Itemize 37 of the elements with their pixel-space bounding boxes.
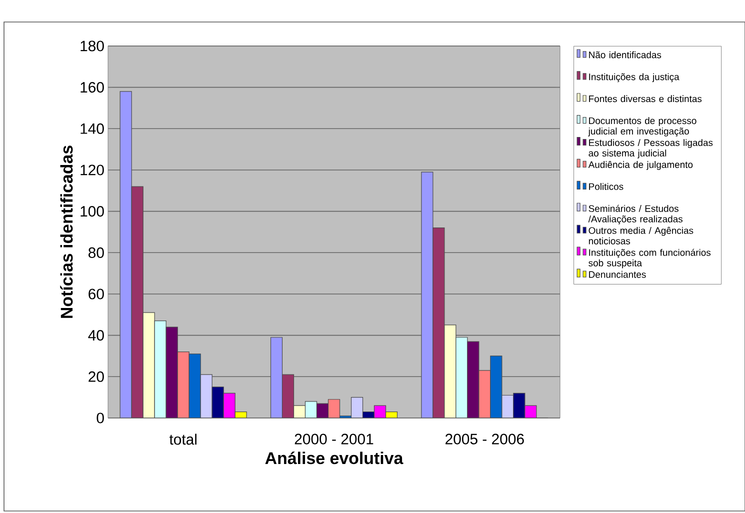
bar xyxy=(421,172,434,418)
legend-label: Politicos xyxy=(589,182,624,190)
legend-label: Fontes diversas e distintas xyxy=(589,95,702,102)
y-tick-label: 80 xyxy=(88,247,104,258)
bar xyxy=(142,312,155,418)
x-tick-label: 2000 - 2001 xyxy=(294,434,374,444)
y-tick-label: 100 xyxy=(80,206,104,217)
legend-label: Audiência de julgamento xyxy=(588,161,693,170)
bar xyxy=(188,354,201,418)
legend-label: Documentos de processo judicial em investigação xyxy=(588,117,696,136)
bar xyxy=(490,356,502,418)
legend-label: Denunciantes xyxy=(589,270,646,278)
y-tick-label: 60 xyxy=(88,288,104,300)
legend-label: Outros media / Agências noticiosas xyxy=(588,226,694,244)
legend-label: Instituições da justiça xyxy=(589,73,680,82)
bar xyxy=(120,91,132,418)
y-tick-label: 20 xyxy=(88,371,104,382)
bar xyxy=(212,386,224,418)
y-tick-label: 140 xyxy=(80,123,104,134)
bar xyxy=(223,392,236,418)
bar xyxy=(467,341,480,418)
y-tick-label: 0 xyxy=(96,412,104,424)
legend-label: Instituições com funcionários sob suspeita xyxy=(588,248,711,268)
y-tick-label: 180 xyxy=(80,40,104,52)
bar xyxy=(270,337,283,418)
legend-label: Estudiosos / Pessoas ligadas ao sistema judicial xyxy=(588,139,713,158)
y-tick-label: 40 xyxy=(88,330,104,341)
x-tick-label: total xyxy=(169,434,196,445)
legend-label: Não identificadas xyxy=(589,51,662,58)
y-tick-label: 120 xyxy=(80,164,104,176)
x-tick-label: 2005 - 2006 xyxy=(446,434,524,444)
y-tick-label: 160 xyxy=(80,82,104,93)
bar xyxy=(166,326,178,418)
legend-label: Seminários / Estudos /Avaliações realizadas xyxy=(588,204,682,224)
x-axis-title: Análise evolutiva xyxy=(265,452,404,464)
bar xyxy=(444,324,456,418)
y-axis-title: Notícias identificadas xyxy=(60,146,73,318)
